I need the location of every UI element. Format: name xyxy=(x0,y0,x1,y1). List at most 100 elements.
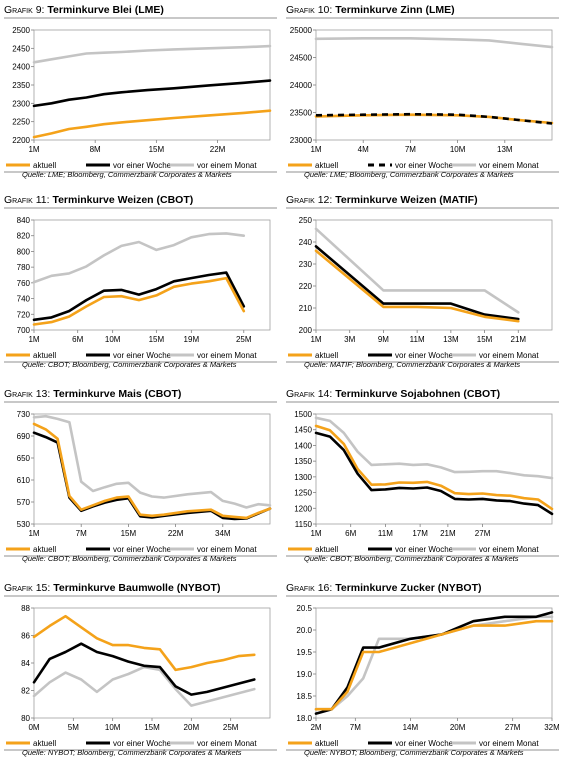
title-text: Terminkurve Baumwolle (NYBOT) xyxy=(53,582,221,594)
chart-panel: Grafik 16: Terminkurve Zucker (NYBOT) 18.… xyxy=(286,582,559,757)
legend-label-woche: vor einer Woche xyxy=(395,545,454,554)
legend-label-aktuell: aktuell xyxy=(315,161,338,170)
x-tick-label: 20M xyxy=(450,723,466,732)
y-tick-label: 1400 xyxy=(294,441,312,450)
series-line-aktuell xyxy=(314,619,554,711)
plot-frame xyxy=(33,607,271,719)
y-tick-label: 23000 xyxy=(290,136,313,145)
chart-source: Quelle: LME; Bloomberg, Commerzbank Corp… xyxy=(22,170,232,179)
legend-label-aktuell: aktuell xyxy=(33,739,56,748)
plot-frame xyxy=(33,219,271,331)
x-tick-label: 15M xyxy=(149,335,165,344)
y-tick-label: 230 xyxy=(299,260,313,269)
title-text: Terminkurve Weizen (CBOT) xyxy=(52,194,194,206)
legend-label-woche: vor einer Woche xyxy=(113,545,172,554)
chart-source: Quelle: CBOT; Bloomberg, Commerzbank Cor… xyxy=(22,554,237,563)
title-prefix: Grafik xyxy=(4,4,36,16)
y-tick-label: 220 xyxy=(299,282,313,291)
y-tick-label: 20.5 xyxy=(296,604,312,613)
chart-panel: Grafik 12: Terminkurve Weizen (MATIF) 200… xyxy=(286,194,559,369)
title-text: Terminkurve Zinn (LME) xyxy=(335,4,455,16)
x-tick-label: 5M xyxy=(68,723,79,732)
line-chart: 700 720 740 760 780 800 820 840 1M 6M 10M 15M 19M 25M… xyxy=(6,216,271,360)
y-tick-label: 610 xyxy=(17,476,31,485)
series-line-woche xyxy=(32,431,272,521)
plot-frame xyxy=(315,219,553,331)
legend-label-woche: vor einer Woche xyxy=(395,161,454,170)
plot-frame xyxy=(33,413,271,525)
series-line-monat xyxy=(32,44,272,64)
title-prefix: Grafik xyxy=(286,4,318,16)
series-line-aktuell xyxy=(32,422,272,520)
chart-panel: Grafik 10: Terminkurve Zinn (LME) 23000 23… xyxy=(286,4,559,179)
y-tick-label: 2500 xyxy=(12,26,30,35)
title-prefix: Grafik xyxy=(286,582,318,594)
y-tick-label: 840 xyxy=(17,216,31,225)
y-tick-label: 740 xyxy=(17,295,31,304)
title-number: 11: xyxy=(35,194,53,206)
title-divider xyxy=(4,17,277,19)
x-tick-label: 1M xyxy=(310,145,321,154)
y-tick-label: 530 xyxy=(17,520,31,529)
y-tick-label: 19.5 xyxy=(296,648,312,657)
y-tick-label: 18.0 xyxy=(296,714,312,723)
title-number: 16: xyxy=(317,582,336,594)
title-divider xyxy=(286,207,559,209)
source-divider xyxy=(286,171,559,173)
y-tick-label: 650 xyxy=(17,454,31,463)
legend-label-aktuell: aktuell xyxy=(315,545,338,554)
title-number: 13: xyxy=(35,388,54,400)
x-tick-label: 7M xyxy=(405,145,416,154)
series-line-monat xyxy=(314,36,554,49)
title-text: Terminkurve Sojabohnen (CBOT) xyxy=(335,388,501,400)
chart-panel: Grafik 14: Terminkurve Sojabohnen (CBOT)… xyxy=(286,388,559,563)
x-tick-label: 7M xyxy=(76,529,87,538)
source-divider xyxy=(286,749,559,751)
x-tick-label: 34M xyxy=(215,529,231,538)
title-text: Terminkurve Zucker (NYBOT) xyxy=(335,582,482,594)
y-tick-label: 25000 xyxy=(290,26,313,35)
chart-title: Grafik 12: Terminkurve Weizen (MATIF) xyxy=(286,194,478,206)
series-line-aktuell xyxy=(32,614,256,672)
legend-label-aktuell: aktuell xyxy=(315,351,338,360)
line-chart: 23000 23500 24000 24500 25000 1M 4M 7M 10M 13M akt… xyxy=(288,26,554,170)
x-tick-label: 11M xyxy=(378,529,393,538)
y-tick-label: 730 xyxy=(17,410,31,419)
y-tick-label: 88 xyxy=(21,604,30,613)
x-tick-label: 1M xyxy=(310,529,321,538)
line-chart: 2200 2250 2300 2350 2400 2450 2500 1M 8M 15M 22M ak… xyxy=(6,26,272,170)
x-tick-label: 7M xyxy=(350,723,361,732)
title-divider xyxy=(286,595,559,597)
title-prefix: Grafik xyxy=(286,194,318,206)
source-divider xyxy=(4,555,277,557)
series-line-monat xyxy=(314,615,554,711)
chart-title: Grafik 14: Terminkurve Sojabohnen (CBOT) xyxy=(286,388,500,400)
x-tick-label: 13M xyxy=(443,335,459,344)
x-tick-label: 1M xyxy=(28,335,39,344)
plot-frame xyxy=(315,29,553,141)
legend-label-monat: vor einem Monat xyxy=(197,351,257,360)
plot-frame xyxy=(315,413,553,525)
x-tick-label: 6M xyxy=(345,529,356,538)
series-line-monat xyxy=(314,227,520,314)
series-line-aktuell xyxy=(314,249,520,323)
y-tick-label: 1350 xyxy=(294,457,312,466)
title-number: 10: xyxy=(317,4,336,16)
chart-panel: Grafik 13: Terminkurve Mais (CBOT) 530 570… xyxy=(4,388,277,563)
source-divider xyxy=(286,361,559,363)
line-chart: 18.0 18.5 19.0 19.5 20.0 20.5 2M 7M 14M 20M 27M 32M… xyxy=(288,604,559,748)
y-tick-label: 24500 xyxy=(290,54,313,63)
x-tick-label: 0M xyxy=(28,723,39,732)
title-number: 15: xyxy=(35,582,54,594)
series-line-monat xyxy=(32,665,256,707)
x-tick-label: 21M xyxy=(440,529,456,538)
y-tick-label: 1300 xyxy=(294,473,312,482)
y-tick-label: 700 xyxy=(17,326,31,335)
x-tick-label: 6M xyxy=(72,335,83,344)
series-line-woche xyxy=(314,431,554,516)
y-tick-label: 720 xyxy=(17,310,31,319)
x-tick-label: 32M xyxy=(544,723,559,732)
source-divider xyxy=(4,749,277,751)
x-tick-label: 2M xyxy=(310,723,321,732)
source-divider xyxy=(4,171,277,173)
